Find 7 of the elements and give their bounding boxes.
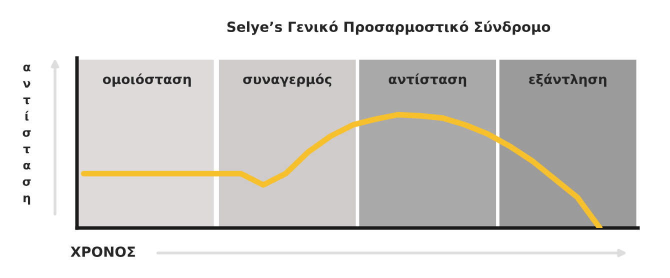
text: αντίσταση bbox=[22, 64, 31, 205]
text: εξάντληση bbox=[529, 73, 606, 87]
text: συναγερμός bbox=[243, 73, 332, 87]
x-axis-title: ΧΡΟΝΟΣ bbox=[70, 246, 135, 258]
y-axis-title: αντίσταση bbox=[388, 73, 466, 87]
text: ομοιόσταση bbox=[102, 73, 191, 87]
chart-title: Selye’s Γενικό Προσαρμοστικό Σύνδρομο bbox=[227, 20, 550, 35]
